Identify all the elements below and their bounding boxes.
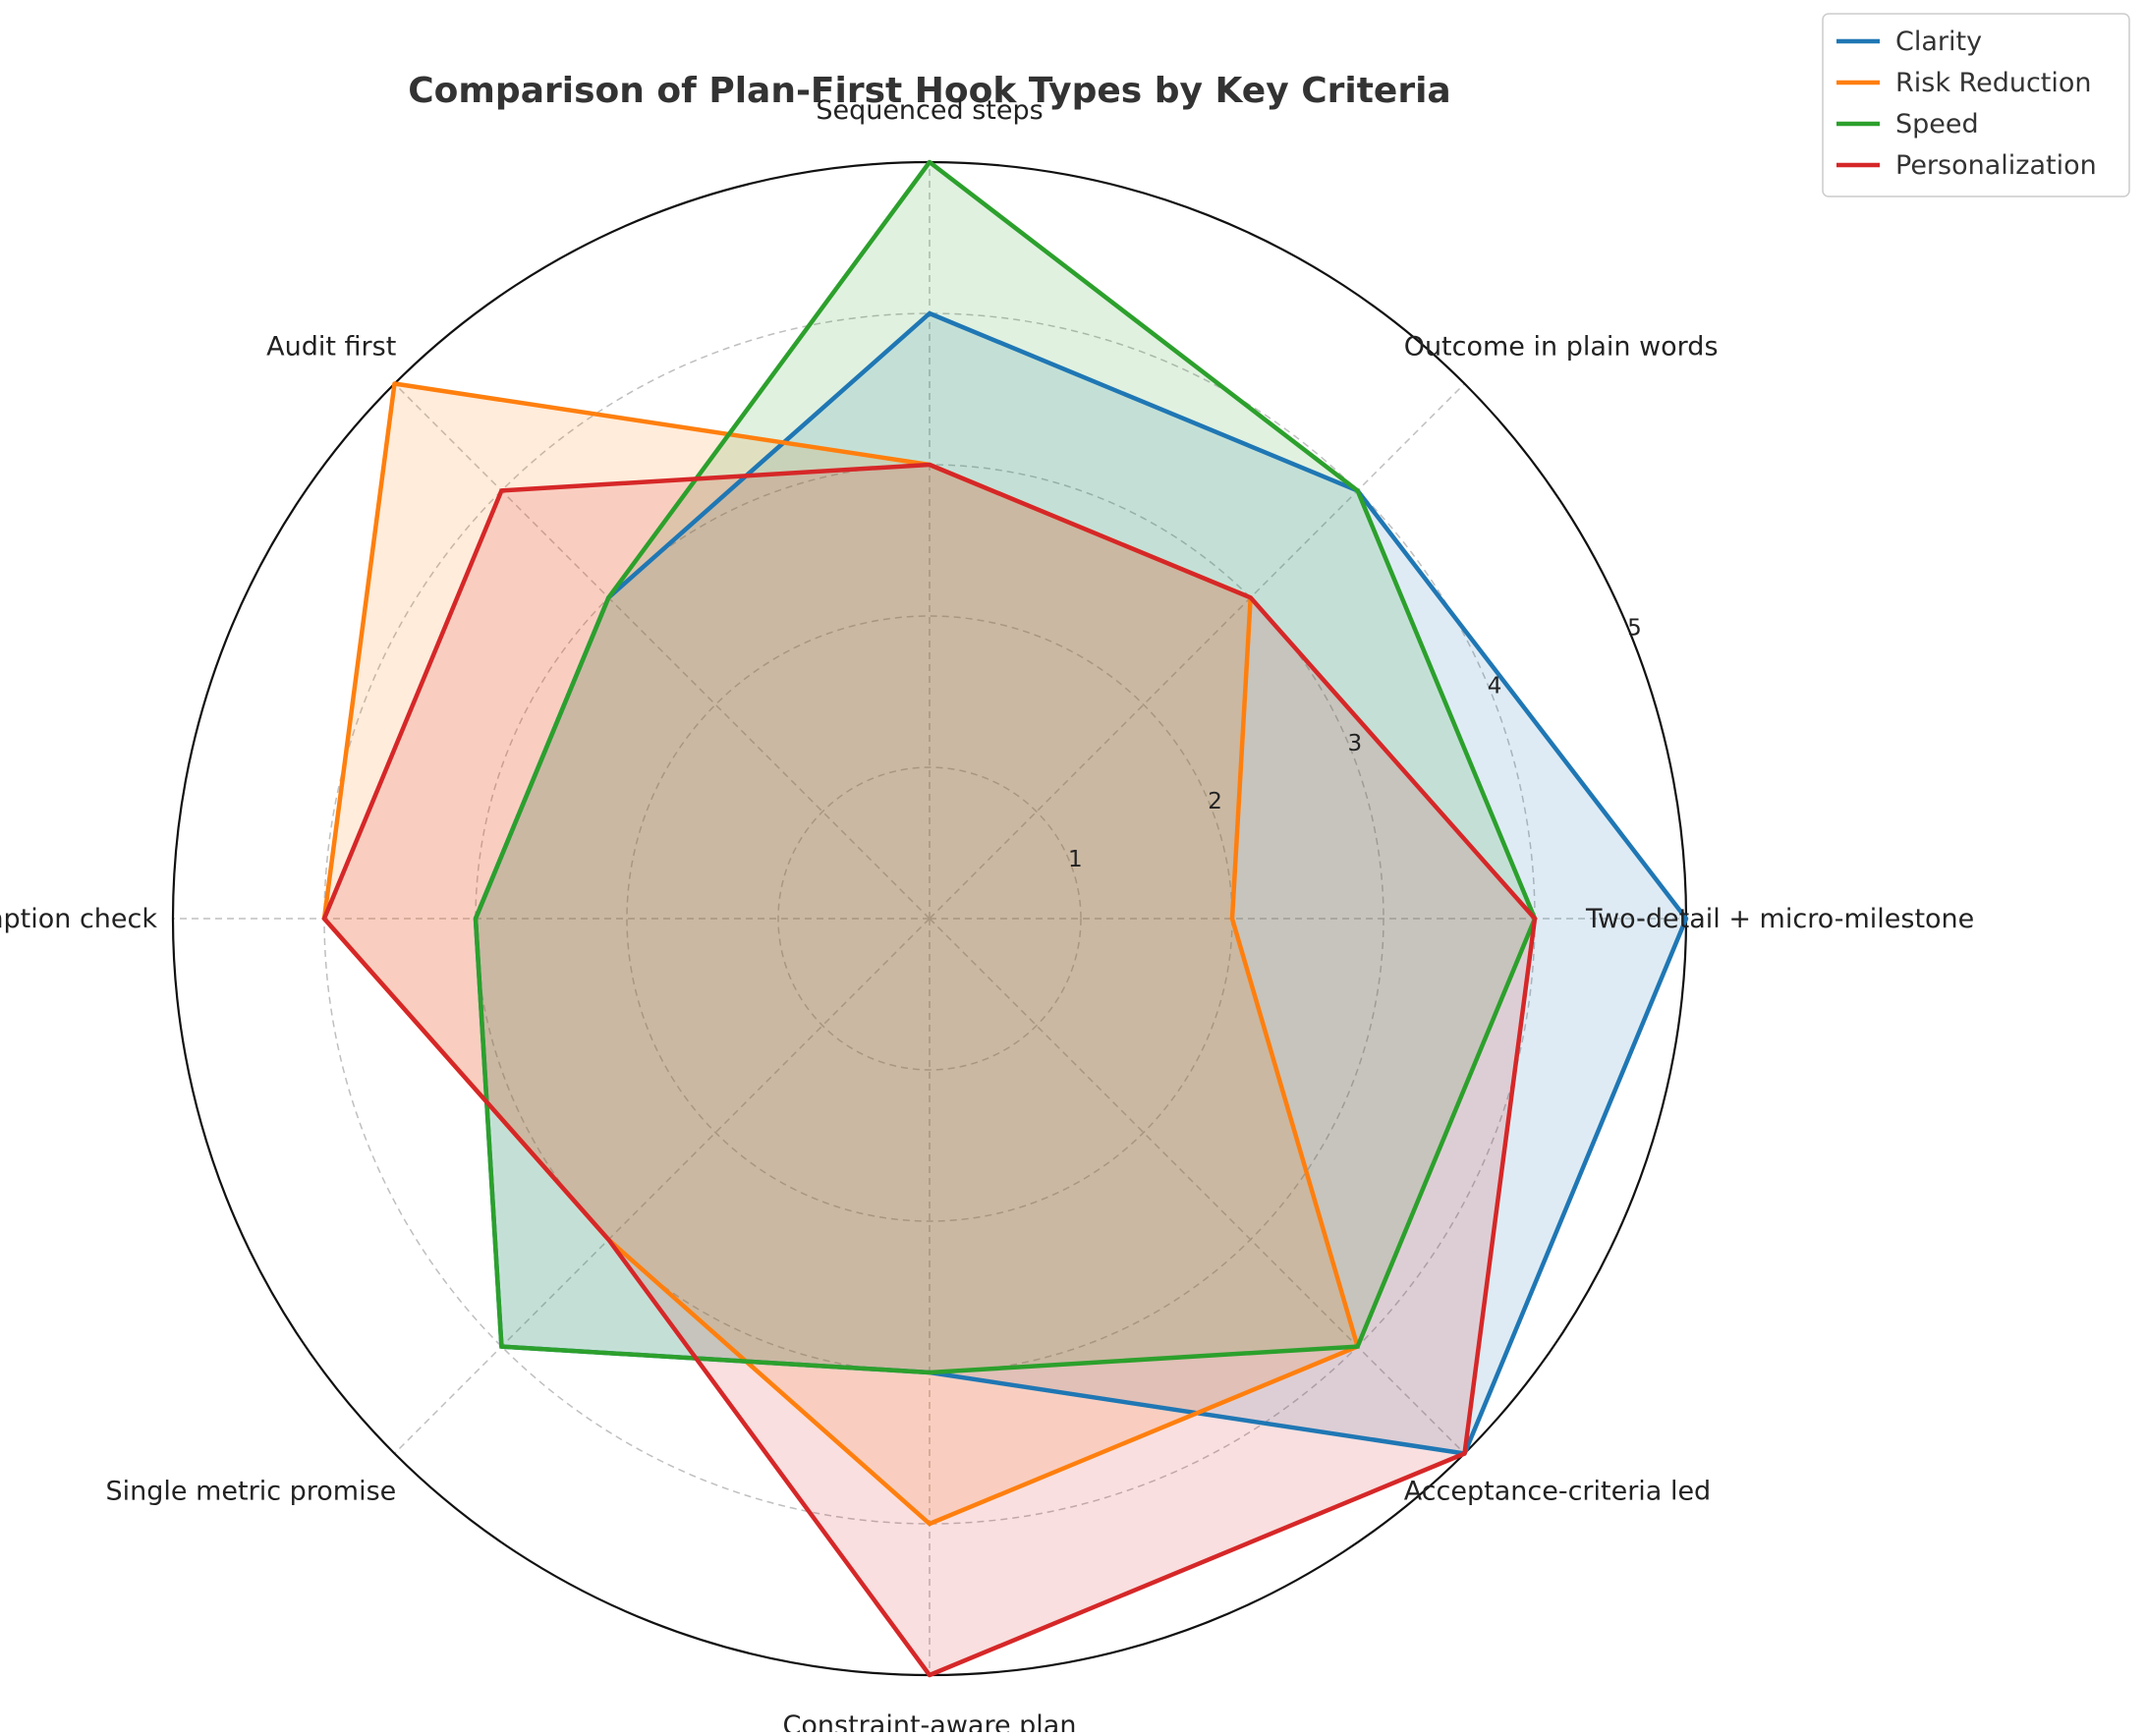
legend: Clarity Risk Reduction Speed Personalizatio… [1822,13,2130,197]
grid-spoke [393,918,931,1455]
chart-title: Comparison of Plan-First Hook Types by K… [408,71,1450,111]
category-label-0: Two-detail + micro-milestone [1585,904,1974,934]
series-line-3 [321,462,1538,1678]
category-label-2: Sequenced steps [816,95,1043,126]
category-label-4: Assumption check [0,904,157,934]
r-tick-label: 4 [1488,673,1502,699]
series-fill-3 [324,465,1535,1675]
grid-circle-1 [777,766,1082,1071]
r-tick-label: 3 [1347,731,1362,756]
legend-label-1: Risk Reduction [1895,68,2092,98]
legend-label-3: Personalization [1895,150,2097,181]
legend-label-0: Clarity [1895,27,1982,57]
category-label-6: Constraint-aware plan [783,1710,1077,1732]
grid-spoke [393,382,931,920]
legend-label-2: Speed [1895,109,1979,140]
r-tick-label: 1 [1068,847,1083,872]
r-tick-label: 2 [1208,789,1222,814]
legend-box [1822,13,2130,197]
series-fill-0 [476,313,1686,1454]
category-label-1: Outcome in plain words [1404,331,1719,362]
category-label-3: Audit first [266,331,396,362]
grid-spoke [929,918,1466,1455]
category-label-5: Single metric promise [106,1477,397,1507]
grid-spoke [929,382,1466,920]
series-fill-1 [324,383,1358,1524]
series-fill-2 [476,162,1535,1372]
series-line-2 [473,159,1538,1375]
r-tick-label: 5 [1627,615,1642,641]
series-layer [321,159,1689,1678]
category-label-7: Acceptance-criteria led [1404,1477,1712,1507]
